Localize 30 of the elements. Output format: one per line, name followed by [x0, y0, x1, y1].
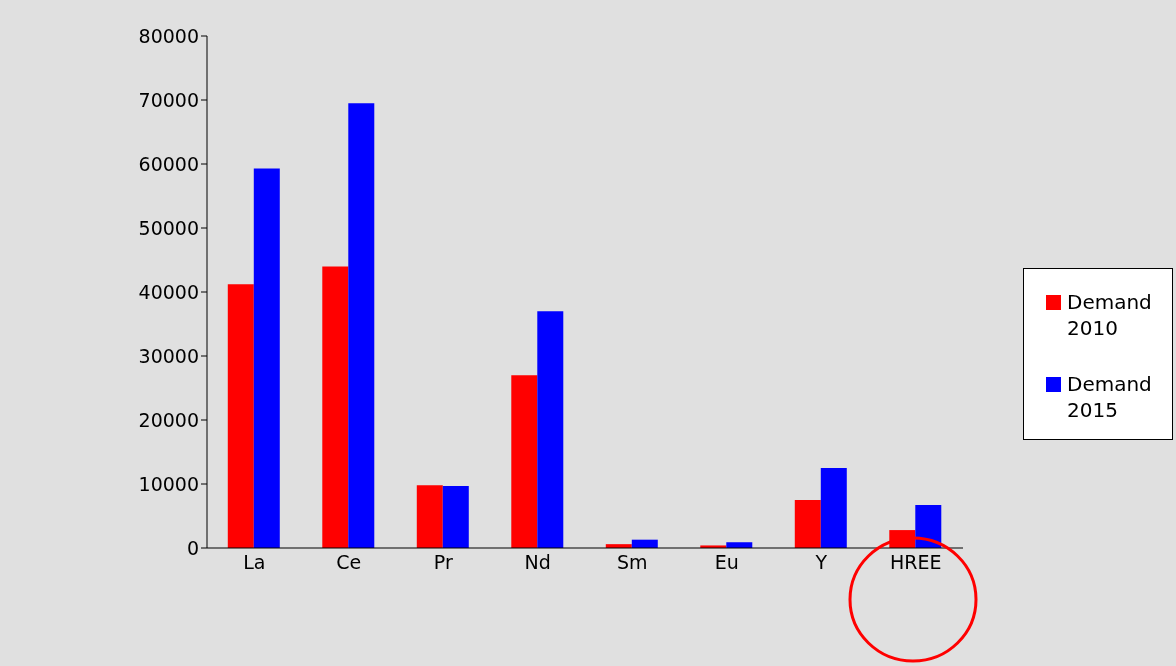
bar: [253, 168, 280, 548]
y-tick-label: 50000: [138, 216, 199, 239]
bar: [348, 103, 375, 548]
bar: [511, 375, 538, 548]
y-tick-label: 20000: [138, 408, 199, 431]
y-tick-label: 80000: [138, 24, 199, 47]
bar: [227, 284, 254, 548]
x-tick-label: Pr: [433, 551, 453, 574]
y-tick-label: 30000: [138, 344, 199, 367]
y-tick-label: 0: [186, 536, 199, 559]
y-tick-label: 10000: [138, 472, 199, 495]
bar: [915, 505, 942, 548]
bar: [442, 485, 469, 548]
x-tick-label: Y: [814, 551, 828, 574]
legend-label: Demand 2015: [1067, 371, 1153, 423]
bar: [794, 500, 821, 548]
x-tick-label: Sm: [616, 551, 648, 574]
bar: [537, 311, 564, 548]
x-tick-label: HREE: [890, 551, 942, 574]
x-tick-label: La: [243, 551, 266, 574]
bar: [322, 266, 349, 548]
x-tick-label: Nd: [524, 551, 551, 574]
y-tick-label: 40000: [138, 280, 199, 303]
bar: [820, 468, 847, 548]
bar: [416, 485, 443, 548]
x-tick-label: Eu: [714, 551, 739, 574]
y-tick-label: 60000: [138, 152, 199, 175]
x-tick-label: Ce: [336, 551, 362, 574]
legend-label: Demand 2010: [1067, 289, 1153, 341]
y-tick-label: 70000: [138, 88, 199, 111]
